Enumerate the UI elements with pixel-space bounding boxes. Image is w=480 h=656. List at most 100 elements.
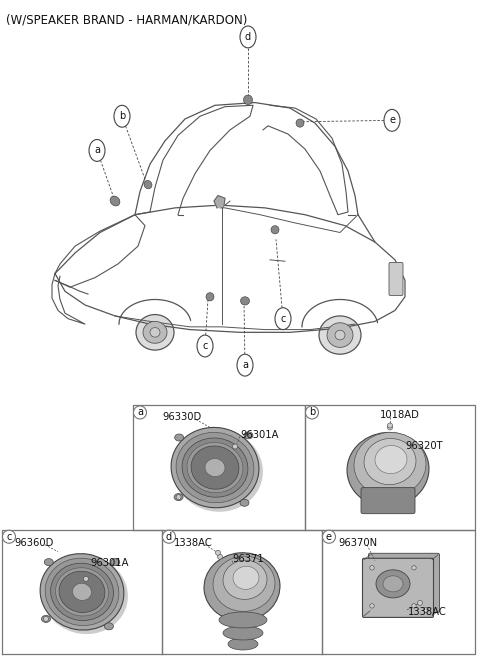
- Ellipse shape: [228, 638, 258, 650]
- Circle shape: [237, 354, 253, 376]
- Circle shape: [412, 565, 416, 570]
- Ellipse shape: [191, 446, 239, 489]
- Text: c: c: [202, 341, 208, 351]
- Ellipse shape: [174, 493, 183, 501]
- Circle shape: [305, 406, 319, 419]
- FancyBboxPatch shape: [361, 487, 415, 514]
- Ellipse shape: [187, 442, 243, 493]
- Ellipse shape: [182, 438, 248, 497]
- Text: 96370N: 96370N: [338, 538, 377, 548]
- Text: 1338AC: 1338AC: [174, 538, 213, 548]
- Text: c: c: [6, 532, 12, 542]
- Ellipse shape: [327, 323, 353, 348]
- Ellipse shape: [143, 321, 167, 343]
- FancyBboxPatch shape: [369, 553, 440, 613]
- Ellipse shape: [42, 556, 128, 634]
- Ellipse shape: [205, 459, 225, 477]
- Ellipse shape: [144, 180, 152, 189]
- Circle shape: [163, 530, 176, 543]
- Circle shape: [370, 604, 374, 608]
- Text: d: d: [245, 32, 251, 42]
- Ellipse shape: [50, 564, 113, 621]
- Text: (W/SPEAKER BRAND - HARMAN/KARDON): (W/SPEAKER BRAND - HARMAN/KARDON): [6, 14, 247, 27]
- Ellipse shape: [40, 554, 124, 630]
- Ellipse shape: [223, 626, 263, 640]
- Ellipse shape: [136, 314, 174, 350]
- Circle shape: [2, 530, 15, 543]
- Circle shape: [418, 600, 422, 605]
- Circle shape: [133, 406, 146, 419]
- Ellipse shape: [111, 559, 120, 565]
- Ellipse shape: [213, 556, 275, 611]
- Text: a: a: [137, 407, 143, 417]
- Text: e: e: [389, 115, 395, 125]
- Ellipse shape: [219, 612, 267, 628]
- Text: 1338AC: 1338AC: [408, 607, 447, 617]
- Ellipse shape: [204, 553, 280, 621]
- Ellipse shape: [347, 432, 429, 506]
- Ellipse shape: [364, 438, 416, 485]
- Text: 96371: 96371: [232, 554, 264, 564]
- Circle shape: [240, 26, 256, 48]
- Circle shape: [114, 106, 130, 127]
- Ellipse shape: [376, 570, 410, 598]
- Circle shape: [216, 550, 220, 555]
- Ellipse shape: [271, 226, 279, 234]
- Text: b: b: [119, 112, 125, 121]
- Ellipse shape: [41, 615, 50, 623]
- Ellipse shape: [59, 571, 105, 613]
- Circle shape: [370, 565, 374, 570]
- Circle shape: [176, 495, 181, 500]
- Text: b: b: [309, 407, 315, 417]
- Circle shape: [275, 308, 291, 329]
- Circle shape: [232, 444, 238, 449]
- Text: 96320T: 96320T: [405, 441, 443, 451]
- Text: c: c: [280, 314, 286, 323]
- Circle shape: [387, 425, 393, 430]
- Ellipse shape: [45, 558, 119, 626]
- Circle shape: [412, 604, 416, 608]
- Circle shape: [89, 140, 105, 161]
- Ellipse shape: [110, 196, 120, 206]
- Circle shape: [423, 607, 429, 613]
- Ellipse shape: [72, 583, 92, 600]
- Ellipse shape: [173, 430, 263, 512]
- Text: 96301A: 96301A: [240, 430, 278, 440]
- Text: a: a: [242, 360, 248, 370]
- Ellipse shape: [176, 432, 254, 502]
- Ellipse shape: [296, 119, 304, 127]
- Ellipse shape: [375, 445, 407, 474]
- Ellipse shape: [44, 559, 53, 565]
- Ellipse shape: [354, 432, 426, 497]
- Circle shape: [197, 335, 213, 357]
- Ellipse shape: [243, 95, 252, 104]
- Polygon shape: [214, 195, 225, 208]
- Ellipse shape: [319, 316, 361, 354]
- Text: e: e: [326, 532, 332, 542]
- Circle shape: [217, 554, 223, 560]
- Circle shape: [384, 110, 400, 131]
- Ellipse shape: [233, 566, 259, 589]
- Circle shape: [84, 577, 88, 581]
- FancyBboxPatch shape: [362, 558, 433, 617]
- Text: a: a: [94, 146, 100, 155]
- Circle shape: [323, 530, 336, 543]
- Ellipse shape: [383, 576, 403, 592]
- Text: 1018AD: 1018AD: [380, 411, 420, 420]
- Text: d: d: [166, 532, 172, 542]
- Ellipse shape: [244, 432, 253, 439]
- FancyBboxPatch shape: [389, 262, 403, 295]
- Ellipse shape: [175, 434, 184, 441]
- Circle shape: [44, 617, 48, 621]
- Ellipse shape: [335, 330, 345, 340]
- Ellipse shape: [56, 567, 108, 616]
- Ellipse shape: [223, 560, 267, 600]
- Ellipse shape: [150, 327, 160, 337]
- Ellipse shape: [105, 623, 113, 630]
- Ellipse shape: [206, 293, 214, 301]
- Text: 96301A: 96301A: [90, 558, 129, 568]
- Circle shape: [387, 423, 393, 428]
- Ellipse shape: [240, 499, 249, 506]
- Ellipse shape: [171, 428, 259, 508]
- Ellipse shape: [240, 297, 250, 305]
